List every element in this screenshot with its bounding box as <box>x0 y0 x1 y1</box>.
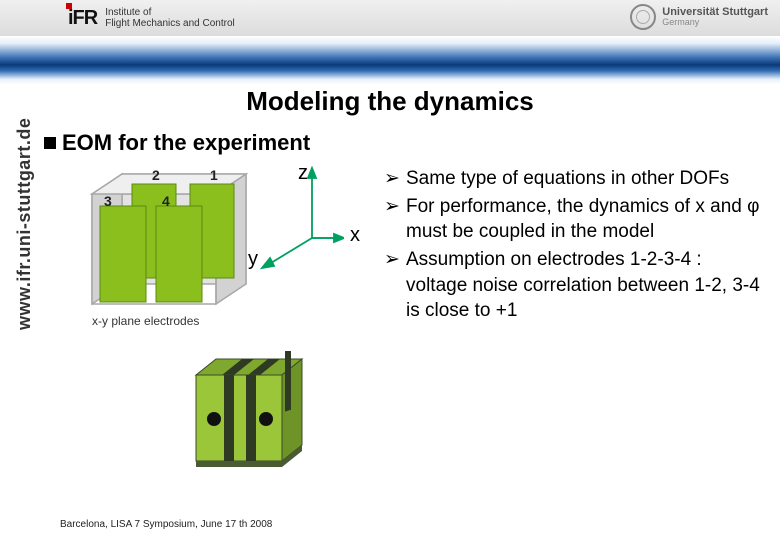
bullet-text-0: Same type of equations in other DOFs <box>406 166 770 192</box>
institute-text: Institute of Flight Mechanics and Contro… <box>105 7 235 29</box>
electrode-cube-diagram: 2 1 3 4 <box>44 166 344 341</box>
sidebar-url: www.ifr.uni-stuttgart.de <box>14 118 35 330</box>
ifr-mark: iFR <box>68 7 97 30</box>
decorative-band: Modeling the dynamics <box>0 36 780 84</box>
svg-text:1: 1 <box>210 167 218 183</box>
bullet-text-1: For performance, the dynamics of x and φ… <box>406 194 770 245</box>
ifr-logo: iFR Institute of Flight Mechanics and Co… <box>68 7 235 30</box>
axis-z-label: z <box>298 162 308 185</box>
ifr-logo-text: iFR <box>68 7 97 29</box>
arrow-icon: ➢ <box>384 194 406 245</box>
university-ring-icon <box>630 4 656 30</box>
svg-text:4: 4 <box>162 193 170 209</box>
institute-line2: Flight Mechanics and Control <box>105 18 235 29</box>
page-title: Modeling the dynamics <box>0 86 780 117</box>
svg-text:3: 3 <box>104 193 112 209</box>
satellite-diagram <box>164 351 314 481</box>
university-logo: Universität Stuttgart Germany <box>630 4 768 30</box>
list-item: ➢ For performance, the dynamics of x and… <box>384 194 770 245</box>
diagram-caption: x-y plane electrodes <box>92 314 199 328</box>
axis-x-label: x <box>350 224 360 247</box>
arrow-icon: ➢ <box>384 166 406 192</box>
axis-y-label: y <box>248 248 258 271</box>
section-heading-text: EOM for the experiment <box>62 130 310 155</box>
list-item: ➢ Same type of equations in other DOFs <box>384 166 770 192</box>
header-bar: iFR Institute of Flight Mechanics and Co… <box>0 0 780 36</box>
diagram-area: 2 1 3 4 <box>44 166 364 481</box>
arrow-icon: ➢ <box>384 247 406 324</box>
university-sub: Germany <box>662 18 768 28</box>
content-area: EOM for the experiment <box>44 130 770 510</box>
list-item: ➢ Assumption on electrodes 1-2-3-4 : vol… <box>384 247 770 324</box>
section-heading: EOM for the experiment <box>44 130 770 156</box>
bullet-text-2: Assumption on electrodes 1-2-3-4 : volta… <box>406 247 770 324</box>
bullet-list: ➢ Same type of equations in other DOFs ➢… <box>384 166 770 326</box>
footer-text: Barcelona, LISA 7 Symposium, June 17 th … <box>60 519 272 530</box>
institute-line1: Institute of <box>105 7 235 18</box>
svg-text:2: 2 <box>152 167 160 183</box>
section-bullet-icon <box>44 137 56 149</box>
university-text: Universität Stuttgart Germany <box>662 6 768 28</box>
